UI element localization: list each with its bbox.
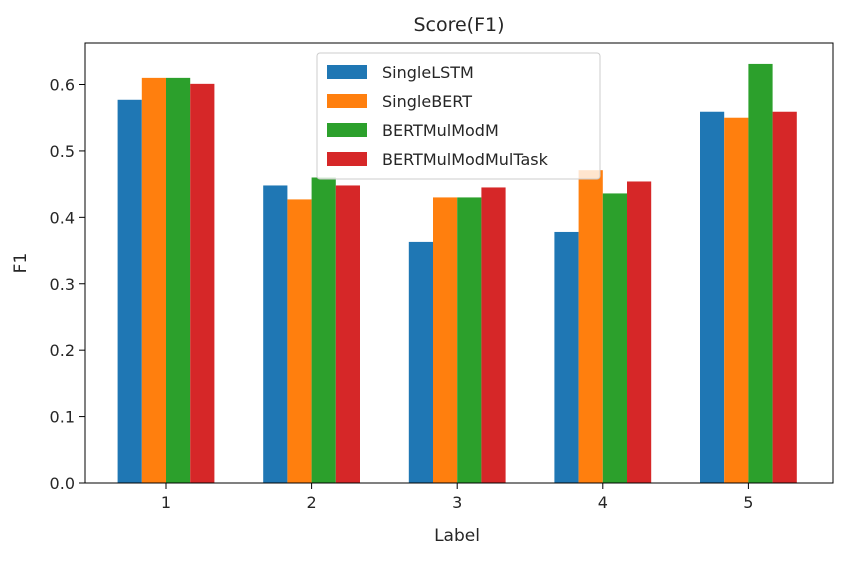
bar-series-3-category-3 (457, 197, 482, 484)
legend-label: SingleBERT (382, 92, 472, 111)
y-tick-label: 0.6 (50, 76, 75, 95)
bar-series-1-category-3 (408, 241, 433, 483)
chart-title: Score(F1) (413, 14, 504, 36)
bar-series-1-category-5 (700, 111, 725, 484)
y-tick-label: 0.0 (50, 474, 75, 493)
x-tick-label: 3 (452, 493, 462, 512)
bar-series-2-category-2 (287, 199, 312, 483)
legend-swatch (327, 94, 367, 108)
x-axis: 1 2 3 4 5 (161, 483, 753, 512)
legend-swatch (327, 152, 367, 166)
bar-series-4-category-1 (190, 83, 215, 483)
bar-series-2-category-1 (141, 77, 166, 484)
bar-series-4-category-3 (481, 187, 506, 483)
legend: SingleLSTM SingleBERT BERTMulModM BERTMulMo… (316, 52, 601, 180)
x-tick-label: 5 (743, 493, 753, 512)
x-axis-label: Label (434, 526, 480, 546)
bar-series-2-category-5 (724, 117, 749, 483)
legend-swatch (327, 65, 367, 79)
legend-label: BERTMulModM (382, 121, 499, 140)
legend-label: SingleLSTM (382, 63, 474, 82)
legend-label: BERTMulModMulTask (382, 150, 549, 169)
bar-series-3-category-2 (311, 177, 336, 484)
x-tick-label: 1 (161, 493, 171, 512)
y-tick-label: 0.4 (50, 208, 75, 227)
y-tick-label: 0.1 (50, 408, 75, 427)
y-tick-label: 0.2 (50, 341, 75, 360)
legend-swatch (327, 123, 367, 137)
y-tick-label: 0.5 (50, 142, 75, 161)
x-tick-label: 2 (307, 493, 317, 512)
bar-series-1-category-1 (117, 99, 142, 483)
bar-series-4-category-2 (335, 185, 360, 483)
y-axis-label: F1 (11, 253, 31, 274)
bar-series-4-category-4 (627, 181, 652, 484)
legend-items: SingleLSTM SingleBERT BERTMulModM BERTMulMo… (327, 63, 549, 169)
plot-frame (84, 42, 834, 484)
bar-series-3-category-5 (748, 63, 773, 484)
y-axis: 0.0 0.1 0.2 0.3 0.4 0.5 0.6 (50, 76, 85, 493)
x-tick-label: 4 (598, 493, 608, 512)
y-tick-label: 0.3 (50, 275, 75, 294)
bar-series-4-category-5 (772, 111, 797, 484)
bar-series-2-category-4 (578, 170, 603, 483)
bars-layer (117, 63, 797, 484)
legend-frame (316, 52, 601, 180)
bar-series-2-category-3 (433, 197, 458, 484)
bar-series-3-category-1 (166, 77, 191, 484)
bar-series-1-category-2 (263, 185, 288, 483)
bar-series-1-category-4 (554, 231, 579, 483)
bar-series-3-category-4 (602, 193, 627, 483)
